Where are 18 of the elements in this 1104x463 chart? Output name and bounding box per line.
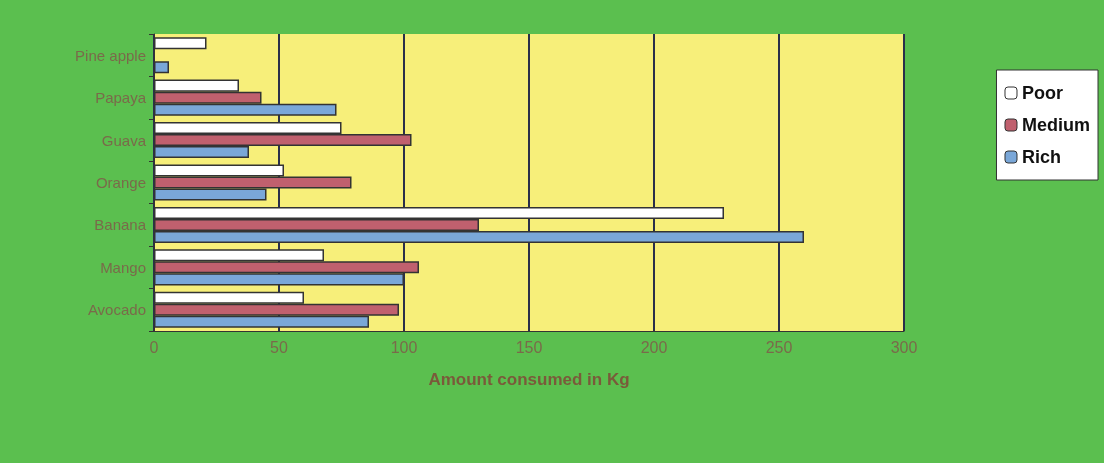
legend-label: Medium — [1022, 115, 1091, 135]
y-tick-label: Mango — [100, 258, 146, 276]
y-tick-label: Pine apple — [75, 46, 146, 64]
legend-label: Poor — [1022, 83, 1064, 103]
x-tick-label: 200 — [640, 338, 668, 356]
legend-label: Rich — [1022, 147, 1062, 167]
y-tick-label: Guava — [101, 131, 147, 149]
x-axis-title: Amount consumed in Kg — [428, 370, 630, 389]
x-tick-label: 150 — [515, 338, 543, 356]
y-tick-label: Banana — [94, 216, 147, 234]
x-tick-label: 250 — [765, 338, 793, 356]
x-tick-label: 300 — [890, 338, 918, 356]
y-tick-label: Papaya — [95, 89, 147, 107]
x-tick-label: 100 — [390, 338, 418, 356]
y-tick-label: Avocado — [87, 301, 146, 319]
x-tick-label: 0 — [149, 338, 159, 356]
y-tick-label: Orange — [95, 174, 146, 191]
x-tick-label: 50 — [270, 338, 288, 356]
